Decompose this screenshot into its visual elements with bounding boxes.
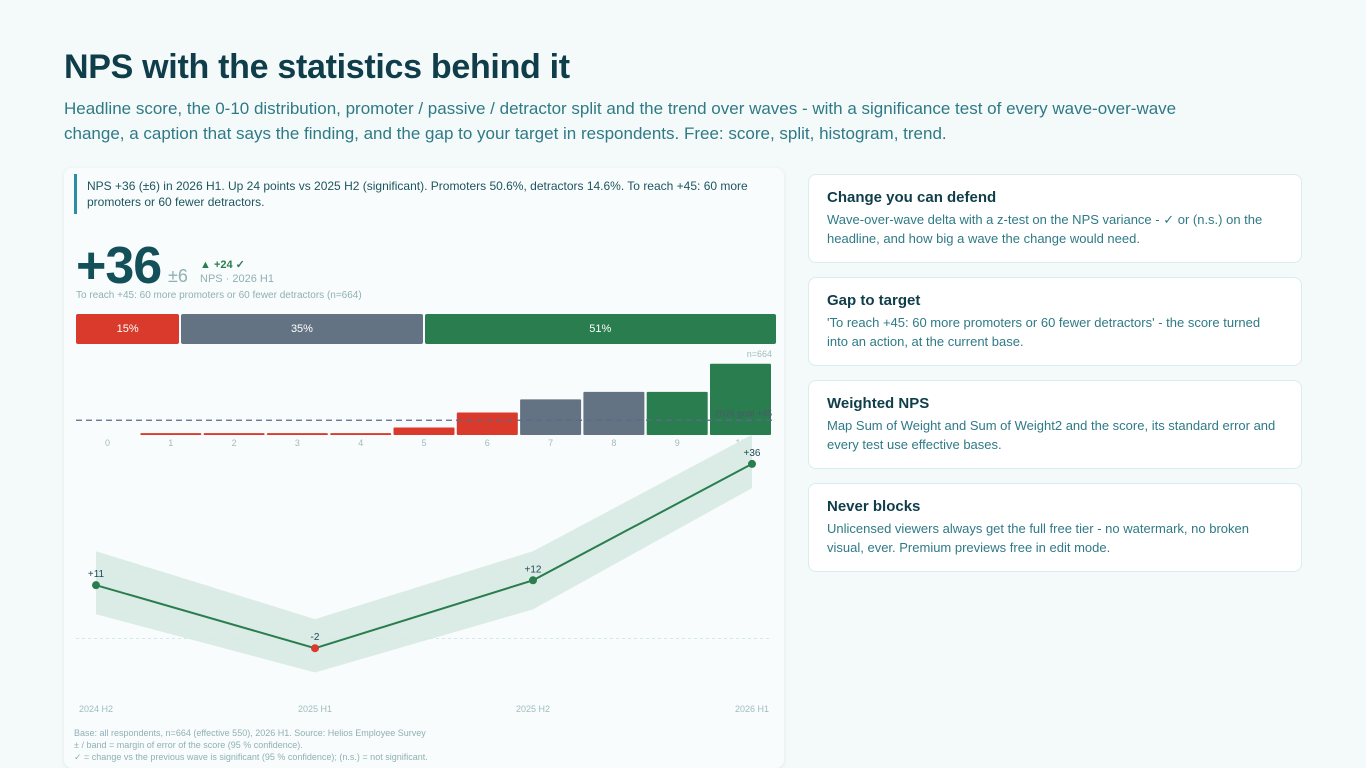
footnote-base: Base: all respondents, n=664 (effective … [74,728,426,738]
feature-text: Unlicensed viewers always get the full f… [827,521,1249,555]
trend-line [95,463,753,650]
feature-title: Change you can defend [827,189,997,206]
goal-label: 2026 goal +45 [715,408,772,418]
histogram-tick-1: 1 [168,438,173,448]
histogram-tick-0: 0 [105,438,110,448]
histogram-tick-9: 9 [675,438,680,448]
histogram-bar-1 [140,433,202,435]
histogram-tick-4: 4 [358,438,363,448]
trend-tick-2025-H2: 2025 H2 [516,704,550,714]
trend-point-2025-H2 [529,576,537,585]
feature-card-change: Change you can defend Wave-over-wave del… [808,174,1302,263]
histogram-tick-6: 6 [485,438,490,448]
trend-point-2025-H1 [311,644,319,653]
feature-card-gap: Gap to target 'To reach +45: 60 more pro… [808,277,1302,366]
feature-text: Map Sum of Weight and Sum of Weight2 and… [827,418,1276,452]
feature-title: Gap to target [827,292,921,309]
histogram-bar-10 [710,363,771,435]
trend-point-2024-H2 [92,581,100,590]
split-segment-promoter: 51% [424,314,776,344]
footnotes: Base: all respondents, n=664 (effective … [74,727,428,763]
wave-label: NPS · 2026 H1 [200,273,274,285]
histogram-tick-2: 2 [232,438,237,448]
histogram-bar-9 [646,391,708,435]
histogram-bar-8 [583,391,645,435]
histogram-bar-7 [520,399,582,435]
histogram-tick-8: 8 [611,438,616,448]
split-segment-detractor: 15% [76,314,180,344]
wave-delta-badge: ▲ +24 ✓ [200,259,245,271]
histogram-bar-4 [330,433,392,435]
page-subtitle: Headline score, the 0-10 distribution, p… [64,99,1177,143]
histogram-bar-5 [393,427,455,435]
footnote-moe: ± / band = margin of error of the score … [74,740,303,750]
trend-tick-2025-H1: 2025 H1 [298,704,332,714]
trend-tick-2026-H1: 2026 H1 [735,704,769,714]
feature-title: Weighted NPS [827,395,930,412]
nps-visual[interactable]: NPS +36 (±6) in 2026 H1. Up 24 points vs… [64,168,784,768]
split-segment-passive: 35% [181,314,423,344]
margin-of-error: ±6 [168,266,188,286]
histogram-tick-7: 7 [548,438,553,448]
trend-value-label: +36 [744,448,761,459]
feature-text: 'To reach +45: 60 more promoters or 60 f… [827,315,1261,349]
trend-value-label: -2 [311,632,320,643]
trend-point-2026-H1 [748,459,756,468]
nps-score: +36 [76,237,162,295]
histogram-tick-5: 5 [421,438,426,448]
footnote-significance: ✓ = change vs the previous wave is signi… [74,752,428,762]
page-title: NPS with the statistics behind it [64,48,570,86]
feature-card-weighted: Weighted NPS Map Sum of Weight and Sum o… [808,380,1302,469]
gap-to-target-note: To reach +45: 60 more promoters or 60 fe… [76,290,362,301]
trend-value-label: +12 [525,564,542,575]
confidence-band [96,434,752,673]
trend-tick-2024-H2: 2024 H2 [79,704,113,714]
histogram-bar-3 [266,433,328,435]
histogram-bar-2 [203,433,265,435]
feature-text: Wave-over-wave delta with a z-test on th… [827,212,1263,246]
histogram-bar-6 [456,412,518,435]
histogram-base-note: n=664 [747,349,772,359]
feature-title: Never blocks [827,498,921,515]
feature-card-never-blocks: Never blocks Unlicensed viewers always g… [808,483,1302,572]
nps-split-bar: 15% 35% 51% [76,314,776,344]
trend-value-label: +11 [88,569,105,580]
histogram-tick-3: 3 [295,438,300,448]
finding-caption: NPS +36 (±6) in 2026 H1. Up 24 points vs… [74,174,764,214]
